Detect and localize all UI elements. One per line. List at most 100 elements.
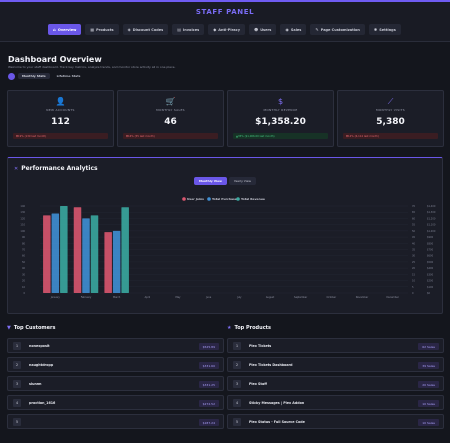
stat-label: NEW ACCOUNTS — [46, 108, 75, 112]
bar-total-purchases — [82, 218, 90, 293]
y-tick-left: 80 — [22, 242, 26, 245]
y-tick-right: $100 — [427, 286, 434, 289]
y-tick-left: 60 — [22, 255, 26, 258]
product-sales: 10 Sales — [418, 419, 439, 426]
top-customers-title-text: Top Customers — [13, 325, 56, 331]
legend-label: Total Revenue — [241, 197, 265, 201]
customer-spend: $331.25 — [198, 381, 219, 388]
top-products-title: ★ Top Products — [227, 325, 271, 331]
customer-name: naughtdropp — [29, 362, 54, 367]
product-row[interactable]: 3 Plex Staff 20 Sales — [227, 376, 444, 391]
brush-icon: ✎ — [315, 27, 319, 32]
y-tick-mid: 25 — [412, 261, 416, 264]
customer-row[interactable]: 5 $187.24 — [7, 414, 224, 429]
product-row[interactable]: 5 Plex Status - Full Source Code 10 Sales — [227, 414, 444, 429]
lifetime-stats-button[interactable]: Lifetime Stats — [56, 74, 81, 78]
y-tick-left: 120 — [20, 217, 25, 220]
y-tick-mid: 55 — [412, 224, 416, 227]
product-row[interactable]: 2 Plex Tickets Dashboard 39 Sales — [227, 357, 444, 372]
nav-tab-page-customization[interactable]: ✎ Page Customization — [310, 24, 365, 35]
product-row[interactable]: 4 Sticky Messages | Plex Addon 10 Sales — [227, 395, 444, 410]
nav-tab-settings[interactable]: ✱ Settings — [368, 24, 401, 35]
y-tick-left: 20 — [22, 280, 26, 283]
bar-total-revenue — [121, 207, 129, 293]
y-tick-mid: 50 — [412, 230, 416, 233]
legend-swatch — [207, 197, 211, 201]
x-tick-label: February — [81, 296, 92, 299]
page-title: Dashboard Overview — [8, 55, 102, 64]
customer-row[interactable]: 1 nonexposit $525.89 — [7, 338, 224, 353]
product-sales: 62 Sales — [418, 343, 439, 350]
nav-tab-anti-piracy[interactable]: ◆ Anti-Piracy — [208, 24, 246, 35]
nav-tab-invoices[interactable]: ▤ Invoices — [172, 24, 205, 35]
y-tick-right: $800 — [427, 242, 434, 245]
monthly-stats-button[interactable]: Monthly Stats — [18, 73, 50, 79]
y-tick-left: 40 — [22, 267, 26, 270]
arrow-down-icon: ▼ — [16, 134, 18, 138]
trend-badge: ▼ 16% (55 last month) — [123, 133, 218, 139]
nav-tab-overview[interactable]: ⌂ Overview — [48, 24, 82, 35]
rank-badge: 3 — [233, 379, 241, 388]
y-tick-left: 140 — [20, 205, 25, 208]
nav-bar: ⌂ Overview ▦ Products ◈ Discount Codes ▤ Invoic… — [48, 24, 401, 36]
toggle-switch[interactable] — [8, 72, 15, 80]
trend-badge-text: 19% (139 last month) — [18, 134, 47, 138]
nav-tab-users[interactable]: ☻ Users — [249, 24, 277, 35]
y-tick-right: $1,300 — [427, 211, 436, 214]
y-tick-mid: 65 — [412, 211, 416, 214]
customer-row[interactable]: 2 naughtdropp $331.60 — [7, 357, 224, 372]
stat-card-new-accounts: 👤 NEW ACCOUNTS 112 ▼ 19% (139 last month) — [7, 90, 114, 147]
product-name: Plex Staff — [249, 381, 267, 386]
page-subtitle: Welcome to your staff dashboard. Track k… — [8, 65, 176, 69]
stat-card-monthly-sales: 🛒 MONTHLY SALES 46 ▼ 16% (55 last month) — [117, 90, 224, 147]
trend-badge-text: 16% (55 last month) — [128, 134, 155, 138]
performance-title: ✕ Performance Analytics — [14, 165, 98, 172]
x-tick-label: October — [327, 296, 337, 299]
y-tick-left: 70 — [22, 249, 26, 252]
top-accent-strip — [0, 0, 450, 2]
y-tick-right: $1,400 — [427, 205, 436, 208]
y-tick-right: $700 — [427, 249, 434, 252]
y-tick-mid: 20 — [412, 267, 416, 270]
product-name: Plex Tickets Dashboard — [249, 362, 293, 367]
chart-line-icon: ⟋ — [387, 97, 394, 106]
dollar-icon: $ — [277, 97, 284, 106]
top-products-title-text: Top Products — [234, 325, 272, 331]
y-tick-mid: 10 — [412, 280, 416, 283]
header: STAFF PANEL ⌂ Overview ▦ Products ◈ Discount … — [0, 2, 450, 42]
nav-tab-label: Sales — [290, 27, 302, 32]
y-tick-mid: 0 — [412, 292, 414, 295]
trophy-icon: ▼ — [7, 325, 11, 331]
product-row[interactable]: 1 Plex Tickets 62 Sales — [227, 338, 444, 353]
trend-badge-text: 12% (6,114 last month) — [348, 134, 379, 138]
x-tick-label: December — [386, 296, 398, 299]
customer-row[interactable]: 3 slurzm $331.25 — [7, 376, 224, 391]
nav-tab-products[interactable]: ▦ Products — [85, 24, 119, 35]
invoice-icon: ▤ — [177, 27, 181, 32]
box-icon: ▦ — [90, 27, 95, 32]
monthly-view-button[interactable]: Monthly View — [194, 177, 227, 185]
customer-row[interactable]: 4 proction_1616 $272.52 — [7, 395, 224, 410]
x-tick-label: March — [113, 296, 121, 299]
legend-swatch — [236, 197, 240, 201]
y-tick-right: $200 — [427, 280, 434, 283]
rank-badge: 2 — [233, 360, 241, 369]
y-tick-mid: 5 — [412, 286, 414, 289]
y-tick-left: 10 — [22, 286, 26, 289]
performance-panel: ✕ Performance Analytics Monthly View Yea… — [7, 157, 443, 314]
rank-badge: 1 — [13, 341, 21, 350]
legend-label: Total Purchases — [212, 197, 239, 201]
y-tick-right: $300 — [427, 273, 434, 276]
nav-tab-discount-codes[interactable]: ◈ Discount Codes — [122, 24, 169, 35]
yearly-view-button[interactable]: Yearly View — [228, 177, 256, 185]
nav-tab-sales[interactable]: ◉ Sales — [280, 24, 307, 35]
bar-total-revenue — [90, 215, 99, 293]
y-tick-mid: 30 — [412, 255, 416, 258]
trend-badge: ▼ 12% (6,114 last month) — [343, 133, 438, 139]
customer-spend: $272.52 — [198, 400, 219, 407]
y-tick-mid: 45 — [412, 236, 416, 239]
users-icon: ☻ — [254, 27, 259, 32]
nav-tab-label: Discount Codes — [132, 27, 164, 32]
x-tick-label: April — [145, 296, 151, 299]
rank-badge: 3 — [13, 379, 21, 388]
